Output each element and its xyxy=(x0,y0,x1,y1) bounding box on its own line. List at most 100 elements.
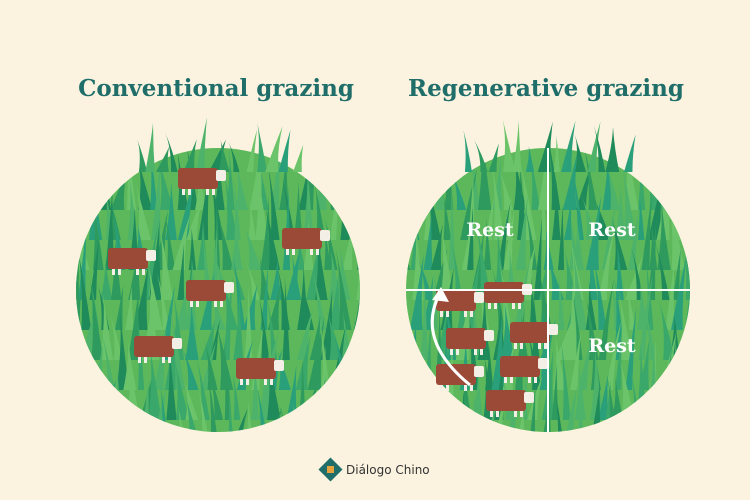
grass-blade xyxy=(331,405,349,450)
grass-blade xyxy=(684,336,699,420)
grass-blade xyxy=(359,320,369,360)
cow-head xyxy=(474,292,484,303)
grass-blade xyxy=(671,391,681,450)
cow-body xyxy=(446,328,486,349)
panel-title: Conventional grazing xyxy=(78,75,354,102)
grass-blade xyxy=(63,308,78,390)
grass-blade xyxy=(660,152,669,210)
grass-blade xyxy=(686,373,700,450)
grass-blade xyxy=(362,345,379,390)
grass-blade xyxy=(137,139,147,172)
grass-blade xyxy=(407,148,415,210)
grass-blade xyxy=(351,172,367,240)
panel-title: Regenerative grazing xyxy=(408,75,684,102)
grass-blade xyxy=(435,142,444,210)
grass-blade xyxy=(396,283,406,360)
grass-blade xyxy=(365,160,377,210)
cow-head xyxy=(274,360,284,371)
grass-blade xyxy=(358,338,365,420)
grass-blade xyxy=(145,123,155,172)
grass-blade xyxy=(394,263,406,330)
cow-head xyxy=(216,170,226,181)
grass-blade xyxy=(71,373,80,420)
grass-blade xyxy=(69,256,80,330)
grass-blade xyxy=(340,184,352,240)
grass-blade xyxy=(62,197,76,270)
grass-blade xyxy=(406,362,418,420)
grass-blade xyxy=(695,146,706,210)
grass-blade xyxy=(357,200,369,270)
cow-body xyxy=(500,356,540,377)
grass-blade xyxy=(79,166,93,210)
grass-blade xyxy=(62,221,76,300)
cow-head xyxy=(474,366,484,377)
grass-blade xyxy=(101,377,115,450)
illustration: Conventional grazing Regenerative grazin… xyxy=(0,0,750,500)
cow-head xyxy=(524,392,534,403)
grass-blade xyxy=(355,168,365,210)
grass-blade xyxy=(405,155,419,240)
page: Conventional grazing Regenerative grazin… xyxy=(0,0,750,500)
cow-body xyxy=(436,364,476,385)
grass-blade xyxy=(93,375,106,420)
grass-blade xyxy=(88,369,104,450)
grass-blade xyxy=(696,351,705,420)
cow-body xyxy=(178,168,218,189)
grass-blade xyxy=(422,150,431,210)
cow-body xyxy=(236,358,276,379)
grass-blade xyxy=(257,123,267,172)
grass-blade xyxy=(372,164,379,240)
grass-blade xyxy=(63,145,76,210)
cow-body xyxy=(510,322,550,343)
grass-blade xyxy=(653,402,666,450)
grass-blade xyxy=(123,405,137,450)
cow-body xyxy=(282,228,322,249)
grass-blade xyxy=(368,282,381,330)
cow-body xyxy=(186,280,226,301)
grass-blade xyxy=(428,402,445,450)
cow-head xyxy=(146,250,156,261)
grass-blade xyxy=(353,400,366,450)
grass-blade xyxy=(691,403,707,450)
cow-body xyxy=(134,336,174,357)
grass-blade xyxy=(369,336,379,420)
grass-blade xyxy=(694,312,706,360)
grass-blade xyxy=(392,330,406,390)
grass-blade xyxy=(78,370,89,450)
grass-blade xyxy=(81,349,88,390)
grass-blade xyxy=(463,130,472,172)
cow-head xyxy=(320,230,330,241)
grass-blade xyxy=(293,145,303,172)
grass-blade xyxy=(701,207,711,270)
grass-blade xyxy=(78,178,84,240)
grass-blade xyxy=(397,257,405,300)
grass-blade xyxy=(444,406,458,450)
grass-blade xyxy=(605,127,619,172)
grass-blade xyxy=(364,388,373,450)
grass-blade xyxy=(694,161,705,240)
grass-blade xyxy=(368,235,380,300)
grass-blade xyxy=(399,150,409,210)
grass-blade xyxy=(686,186,698,270)
grass-blade xyxy=(66,200,73,240)
grass-blade xyxy=(91,135,98,210)
paddock-label: Rest xyxy=(588,219,636,241)
grass-blade xyxy=(503,119,516,172)
grass-blade xyxy=(98,140,111,210)
grass-blade xyxy=(695,266,710,330)
cow-head xyxy=(484,330,494,341)
cow-head xyxy=(548,324,558,335)
grass-blade xyxy=(326,133,337,210)
grass-blade xyxy=(338,146,352,210)
grass-blade xyxy=(79,368,93,420)
grass-blade xyxy=(404,395,416,450)
grass-blade xyxy=(339,358,350,420)
grass-blade xyxy=(397,378,412,450)
grass-blade xyxy=(343,402,357,450)
grass-blade xyxy=(364,299,374,360)
cow-body xyxy=(484,282,524,303)
cow-head xyxy=(224,282,234,293)
grass-blade xyxy=(397,223,411,270)
brand-name: Diálogo Chino xyxy=(346,463,430,477)
grass-blade xyxy=(700,238,710,300)
